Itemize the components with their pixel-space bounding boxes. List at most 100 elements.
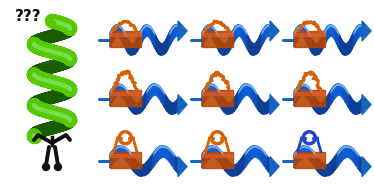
Polygon shape bbox=[306, 146, 308, 159]
Polygon shape bbox=[162, 146, 163, 157]
Polygon shape bbox=[234, 165, 236, 176]
Polygon shape bbox=[268, 157, 270, 174]
Polygon shape bbox=[247, 149, 248, 165]
Polygon shape bbox=[136, 38, 137, 53]
Polygon shape bbox=[161, 88, 163, 105]
Polygon shape bbox=[137, 161, 139, 176]
Polygon shape bbox=[258, 38, 259, 53]
Polygon shape bbox=[211, 84, 212, 95]
Polygon shape bbox=[127, 38, 129, 53]
Polygon shape bbox=[356, 26, 357, 42]
Polygon shape bbox=[303, 146, 305, 157]
Polygon shape bbox=[220, 150, 222, 166]
Polygon shape bbox=[148, 87, 149, 103]
Polygon shape bbox=[226, 101, 228, 114]
Polygon shape bbox=[327, 94, 329, 110]
Polygon shape bbox=[207, 146, 209, 161]
Polygon shape bbox=[229, 36, 230, 51]
Polygon shape bbox=[147, 159, 149, 174]
Polygon shape bbox=[202, 90, 203, 106]
Polygon shape bbox=[346, 44, 347, 55]
Polygon shape bbox=[178, 156, 187, 177]
Polygon shape bbox=[223, 154, 225, 171]
Bar bbox=[202, 154, 233, 157]
Polygon shape bbox=[148, 25, 150, 38]
Polygon shape bbox=[110, 90, 111, 106]
Polygon shape bbox=[331, 159, 333, 174]
Polygon shape bbox=[321, 103, 323, 114]
Polygon shape bbox=[217, 88, 218, 103]
Polygon shape bbox=[347, 146, 349, 157]
Polygon shape bbox=[335, 153, 337, 170]
Polygon shape bbox=[120, 84, 122, 97]
Polygon shape bbox=[298, 25, 299, 40]
Polygon shape bbox=[254, 146, 255, 157]
Polygon shape bbox=[312, 92, 314, 109]
Polygon shape bbox=[146, 25, 147, 36]
Polygon shape bbox=[151, 84, 152, 98]
Polygon shape bbox=[129, 40, 130, 55]
Polygon shape bbox=[323, 101, 324, 114]
Polygon shape bbox=[336, 29, 337, 44]
Polygon shape bbox=[298, 84, 300, 99]
Polygon shape bbox=[207, 25, 208, 38]
Polygon shape bbox=[246, 33, 248, 50]
Polygon shape bbox=[145, 25, 146, 38]
Polygon shape bbox=[149, 156, 151, 172]
Polygon shape bbox=[120, 26, 121, 39]
Polygon shape bbox=[157, 38, 158, 53]
Polygon shape bbox=[167, 35, 168, 51]
Polygon shape bbox=[248, 36, 249, 52]
Polygon shape bbox=[123, 86, 125, 101]
Polygon shape bbox=[205, 85, 206, 101]
Polygon shape bbox=[215, 30, 217, 47]
Polygon shape bbox=[224, 44, 226, 55]
Polygon shape bbox=[121, 27, 122, 42]
Polygon shape bbox=[206, 84, 208, 99]
Polygon shape bbox=[307, 30, 309, 47]
Polygon shape bbox=[216, 147, 218, 161]
Polygon shape bbox=[247, 84, 249, 95]
Polygon shape bbox=[355, 102, 356, 114]
Polygon shape bbox=[339, 84, 341, 95]
Polygon shape bbox=[203, 28, 205, 44]
Polygon shape bbox=[111, 28, 113, 44]
Polygon shape bbox=[160, 146, 162, 159]
Polygon shape bbox=[243, 27, 244, 42]
Polygon shape bbox=[252, 43, 254, 55]
Polygon shape bbox=[330, 161, 331, 175]
Polygon shape bbox=[343, 42, 344, 55]
Polygon shape bbox=[249, 38, 250, 53]
Polygon shape bbox=[304, 26, 305, 39]
Polygon shape bbox=[352, 33, 353, 49]
Polygon shape bbox=[119, 25, 120, 37]
Polygon shape bbox=[299, 146, 301, 161]
Polygon shape bbox=[359, 101, 361, 114]
Polygon shape bbox=[153, 151, 155, 167]
Polygon shape bbox=[222, 42, 223, 55]
Polygon shape bbox=[175, 25, 177, 36]
Polygon shape bbox=[255, 42, 256, 55]
Polygon shape bbox=[117, 146, 119, 159]
Polygon shape bbox=[315, 154, 317, 171]
Polygon shape bbox=[223, 97, 225, 113]
Polygon shape bbox=[296, 149, 298, 166]
Polygon shape bbox=[240, 25, 242, 38]
Polygon shape bbox=[214, 85, 215, 98]
Polygon shape bbox=[122, 85, 123, 98]
Polygon shape bbox=[245, 31, 246, 47]
Polygon shape bbox=[234, 97, 235, 112]
Polygon shape bbox=[128, 150, 130, 166]
Polygon shape bbox=[312, 150, 314, 166]
Polygon shape bbox=[254, 44, 255, 55]
Polygon shape bbox=[142, 165, 144, 176]
Polygon shape bbox=[353, 148, 355, 163]
Polygon shape bbox=[144, 163, 146, 176]
Polygon shape bbox=[117, 25, 119, 36]
Polygon shape bbox=[300, 84, 301, 97]
Polygon shape bbox=[347, 91, 348, 107]
Polygon shape bbox=[211, 25, 212, 37]
Polygon shape bbox=[126, 148, 128, 163]
Polygon shape bbox=[114, 25, 115, 40]
Polygon shape bbox=[138, 33, 140, 49]
